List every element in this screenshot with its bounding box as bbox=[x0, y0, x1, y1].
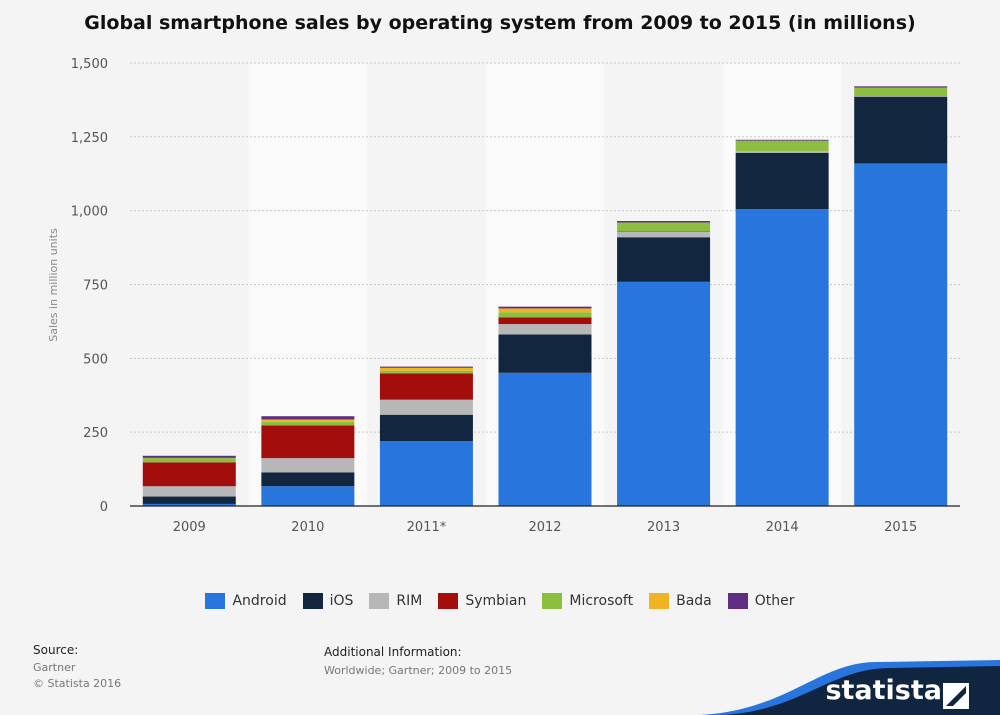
bar-other-2009 bbox=[142, 455, 236, 458]
chart-title: Global smartphone sales by operating sys… bbox=[84, 12, 916, 34]
x-tick-label: 2015 bbox=[884, 520, 917, 535]
legend-label: Android bbox=[232, 593, 287, 609]
bar-bada-2012 bbox=[498, 308, 592, 313]
bar-ios-2013 bbox=[617, 237, 711, 282]
bar-other-2010 bbox=[261, 416, 355, 420]
y-tick-label: 500 bbox=[83, 352, 108, 367]
x-tick-label: 2010 bbox=[291, 520, 324, 535]
x-tick-label: 2013 bbox=[647, 520, 680, 535]
bar-android-2012 bbox=[498, 372, 592, 506]
legend-swatch bbox=[438, 593, 459, 609]
bar-rim-2013 bbox=[617, 231, 711, 238]
legend-item-rim[interactable]: RIM bbox=[369, 593, 422, 609]
bar-other-2012 bbox=[498, 306, 592, 309]
bar-symbian-2010 bbox=[261, 425, 355, 459]
chart-area: 0 250 500 750 1,000 1,250 1,500 2009 2010 2011* 2… bbox=[47, 57, 960, 535]
legend-item-other[interactable]: Other bbox=[727, 593, 795, 609]
legend-item-microsoft[interactable]: Microsoft bbox=[542, 593, 633, 609]
y-tick-label: 750 bbox=[83, 279, 108, 294]
legend-item-android[interactable]: Android bbox=[205, 593, 287, 609]
x-tick-label: 2012 bbox=[528, 520, 561, 535]
y-tick-label: 250 bbox=[83, 426, 108, 441]
legend-item-bada[interactable]: Bada bbox=[649, 593, 712, 609]
legend-swatch bbox=[649, 593, 670, 609]
chart-legend: Android iOS RIM Symbian Microsoft Bada Other bbox=[0, 593, 1000, 609]
statista-logo-text: statista bbox=[825, 675, 942, 706]
bar-symbian-2011 bbox=[379, 373, 473, 400]
bar-ios-2012 bbox=[498, 334, 592, 373]
bar-android-2011 bbox=[379, 441, 473, 506]
legend-label: Symbian bbox=[465, 593, 527, 609]
bar-ios-2011 bbox=[379, 414, 473, 442]
statista-logo bbox=[700, 660, 1000, 715]
y-tick-label: 1,000 bbox=[71, 205, 108, 220]
y-tick-label: 1,250 bbox=[71, 131, 108, 146]
bar-microsoft-2015 bbox=[854, 87, 948, 97]
bar-bada-2011 bbox=[379, 367, 473, 371]
legend-swatch bbox=[369, 593, 390, 609]
additional-info-text: Worldwide; Gartner; 2009 to 2015 bbox=[324, 664, 513, 677]
bar-android-2014 bbox=[735, 209, 829, 506]
bar-symbian-2012 bbox=[498, 317, 592, 325]
bar-android-2013 bbox=[617, 281, 711, 506]
bar-android-2010 bbox=[261, 486, 355, 506]
bar-other-2013 bbox=[617, 221, 711, 223]
bar-microsoft-2010 bbox=[261, 421, 355, 426]
copyright-line: © Statista 2016 bbox=[33, 677, 122, 690]
bar-bada-2010 bbox=[261, 419, 355, 422]
bar-rim-2015 bbox=[854, 96, 948, 97]
bar-rim-2011 bbox=[379, 399, 473, 415]
bar-rim-2010 bbox=[261, 458, 355, 473]
legend-label: Bada bbox=[676, 593, 712, 609]
legend-item-symbian[interactable]: Symbian bbox=[438, 593, 526, 609]
bar-microsoft-2009 bbox=[142, 457, 236, 463]
bar-ios-2009 bbox=[142, 496, 236, 504]
bar-rim-2009 bbox=[142, 486, 236, 497]
source-line: Gartner bbox=[33, 661, 76, 674]
legend-swatch bbox=[542, 593, 563, 609]
y-tick-label: 0 bbox=[100, 500, 108, 515]
legend-label: Microsoft bbox=[569, 593, 634, 609]
x-tick-label: 2014 bbox=[766, 520, 799, 535]
bar-android-2015 bbox=[854, 163, 948, 506]
bar-microsoft-2013 bbox=[617, 222, 711, 232]
bar-other-2014 bbox=[735, 139, 829, 141]
legend-swatch bbox=[727, 593, 748, 609]
y-axis-label: Sales in million units bbox=[47, 228, 60, 342]
x-tick-label: 2011* bbox=[407, 520, 447, 535]
bar-microsoft-2012 bbox=[498, 312, 592, 318]
bar-other-2015 bbox=[854, 86, 948, 88]
legend-swatch bbox=[205, 593, 226, 609]
legend-label: RIM bbox=[396, 593, 423, 609]
bar-ios-2014 bbox=[735, 152, 829, 210]
bar-ios-2015 bbox=[854, 96, 948, 164]
statista-logo-mark-icon bbox=[943, 683, 969, 709]
legend-label: Other bbox=[754, 593, 795, 609]
legend-label: iOS bbox=[329, 593, 354, 609]
bar-microsoft-2011 bbox=[379, 370, 473, 374]
bar-ios-2010 bbox=[261, 472, 355, 487]
bar-rim-2014 bbox=[735, 151, 829, 153]
bar-android-2009 bbox=[142, 503, 236, 506]
bar-symbian-2013 bbox=[617, 231, 711, 232]
bar-other-2011 bbox=[379, 366, 473, 368]
legend-item-ios[interactable]: iOS bbox=[302, 593, 354, 609]
bar-symbian-2009 bbox=[142, 462, 236, 487]
bar-microsoft-2014 bbox=[735, 140, 829, 152]
legend-swatch bbox=[302, 593, 323, 609]
y-tick-label: 1,500 bbox=[71, 57, 108, 72]
source-label: Source: bbox=[33, 643, 79, 657]
additional-info-label: Additional Information: bbox=[324, 645, 462, 659]
x-tick-label: 2009 bbox=[173, 520, 206, 535]
bar-rim-2012 bbox=[498, 324, 592, 335]
